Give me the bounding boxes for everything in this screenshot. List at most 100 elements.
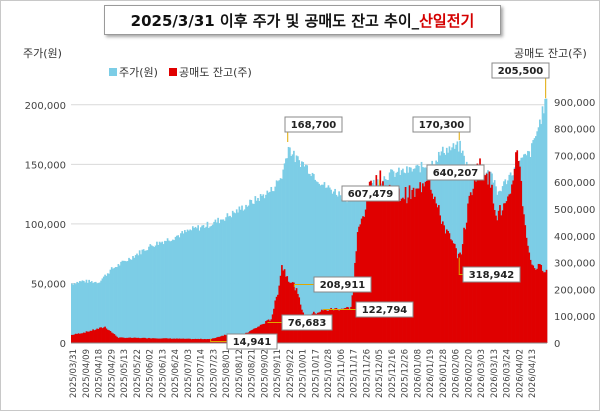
short-bar (398, 188, 400, 343)
price-bar (237, 212, 239, 343)
short-bar (193, 339, 196, 343)
price-bar (85, 279, 88, 343)
short-bar (173, 338, 176, 343)
short-bar (176, 338, 178, 343)
short-bar (281, 265, 283, 343)
short-bar (71, 334, 73, 343)
chart-title: 2025/3/31 이후 주가 및 공매도 잔고 추이_ 산일전기 (104, 5, 501, 35)
short-bar (529, 259, 532, 343)
short-bar (367, 199, 370, 343)
y-axis-left: 0 50,000 100,000 150,000 200,000 (25, 101, 66, 350)
short-bar (120, 337, 122, 343)
short-bar (340, 308, 343, 343)
short-bar (136, 337, 138, 343)
price-bar (124, 260, 126, 343)
short-bar (153, 338, 156, 343)
short-bar (263, 323, 266, 343)
price-bar (336, 196, 339, 343)
short-bar (100, 327, 102, 343)
price-bar (193, 228, 196, 343)
price-bar (457, 151, 460, 343)
y-right-tick-label: 600,000 (554, 178, 595, 189)
short-bar (138, 338, 141, 343)
price-bar (311, 172, 314, 343)
short-bar (105, 328, 108, 343)
short-bar (219, 336, 222, 343)
short-bar (190, 339, 193, 343)
short-bar (517, 161, 520, 343)
short-bar (74, 333, 77, 343)
price-bar (460, 152, 463, 343)
price-bar (350, 196, 352, 343)
y-right-tick-label: 700,000 (554, 151, 595, 162)
price-bar (309, 173, 311, 343)
short-bar (366, 191, 368, 343)
price-bar (277, 181, 279, 343)
price-bar (172, 239, 174, 343)
price-bar (136, 253, 138, 343)
price-bar (324, 187, 327, 343)
short-bar (146, 338, 149, 343)
short-bar (347, 307, 350, 343)
short-bar (376, 191, 379, 343)
price-bar (173, 240, 176, 343)
x-tick-label: 2026/03/03 (477, 349, 487, 398)
short-bar (154, 338, 157, 343)
short-bar (532, 265, 535, 343)
short-bar (158, 338, 161, 343)
short-bar (426, 180, 428, 343)
price-bar (294, 162, 297, 343)
price-bar (307, 173, 310, 343)
short-bar (488, 171, 491, 343)
x-tick-label: 2025/09/11 (273, 349, 283, 398)
price-bar (243, 209, 246, 343)
short-bar (134, 337, 137, 343)
short-bar (451, 240, 453, 343)
short-bar (489, 187, 492, 343)
short-bar (225, 335, 227, 343)
short-bar (396, 190, 399, 343)
price-bar (112, 268, 114, 343)
price-bar (142, 249, 145, 343)
price-bar (203, 227, 206, 343)
short-bar (465, 222, 468, 343)
short-bar (379, 170, 382, 343)
short-bar (346, 306, 348, 343)
price-bar (160, 242, 162, 343)
short-bar (73, 334, 76, 343)
x-tick-label: 2025/08/21 (248, 349, 258, 398)
price-bar (245, 204, 247, 343)
x-tick-label: 2025/07/23 (209, 349, 219, 398)
short-bar (527, 245, 529, 343)
short-bar (387, 186, 390, 343)
price-bar (169, 241, 172, 343)
short-bar (102, 327, 105, 343)
short-bar (511, 184, 513, 343)
price-bar (114, 266, 117, 343)
short-bar (452, 243, 455, 343)
price-bar (316, 182, 319, 343)
price-bar (241, 205, 243, 343)
x-tick-label: 2025/11/26 (362, 349, 372, 398)
short-bar (480, 166, 483, 343)
short-bar (524, 225, 527, 343)
x-tick-label: 2025/08/01 (222, 349, 232, 398)
price-bar (105, 275, 108, 343)
price-bar (80, 281, 82, 343)
short-bar (128, 337, 130, 343)
y-right-tick-label: 800,000 (554, 125, 595, 136)
price-bar (176, 235, 178, 343)
short-bar (402, 197, 404, 343)
short-bar (543, 272, 545, 343)
price-bar (234, 213, 237, 343)
short-bar (354, 262, 356, 343)
price-bar (330, 189, 332, 343)
price-bar (152, 246, 154, 343)
short-bar (269, 320, 271, 343)
price-bar (93, 282, 96, 343)
x-tick-label: 2025/04/18 (95, 349, 105, 398)
short-bar (439, 215, 441, 343)
short-bar (279, 275, 282, 343)
short-bar (351, 295, 354, 343)
short-bar (194, 338, 197, 343)
